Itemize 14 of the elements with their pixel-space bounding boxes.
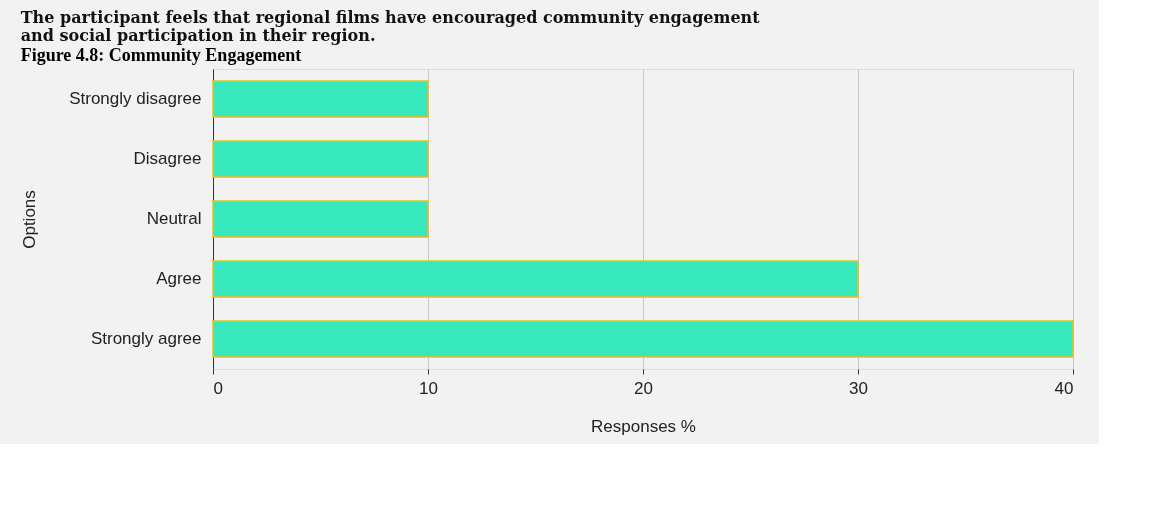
x-axis-title: Responses %: [591, 416, 696, 436]
y-tick-label: Neutral: [146, 209, 202, 228]
x-tick-label: 0: [213, 378, 223, 398]
x-tick-label: 10: [419, 378, 438, 398]
x-tick-label: 30: [849, 378, 868, 398]
y-axis-title: Options: [20, 190, 40, 249]
y-tick-label: Disagree: [133, 149, 202, 168]
caption: Figure 4.8: Community Engagement: [20, 45, 302, 65]
x-tick-label: 40: [1054, 378, 1074, 398]
y-tick-label: Strongly agree: [90, 329, 202, 348]
chart-title: The participant feels that regional films have encouraged community engagement and social participation in their region.: [20, 8, 761, 45]
y-tick-label: Agree: [156, 269, 202, 288]
x-tick-label: 20: [634, 378, 653, 398]
y-tick-label: Strongly disagree: [69, 89, 202, 108]
